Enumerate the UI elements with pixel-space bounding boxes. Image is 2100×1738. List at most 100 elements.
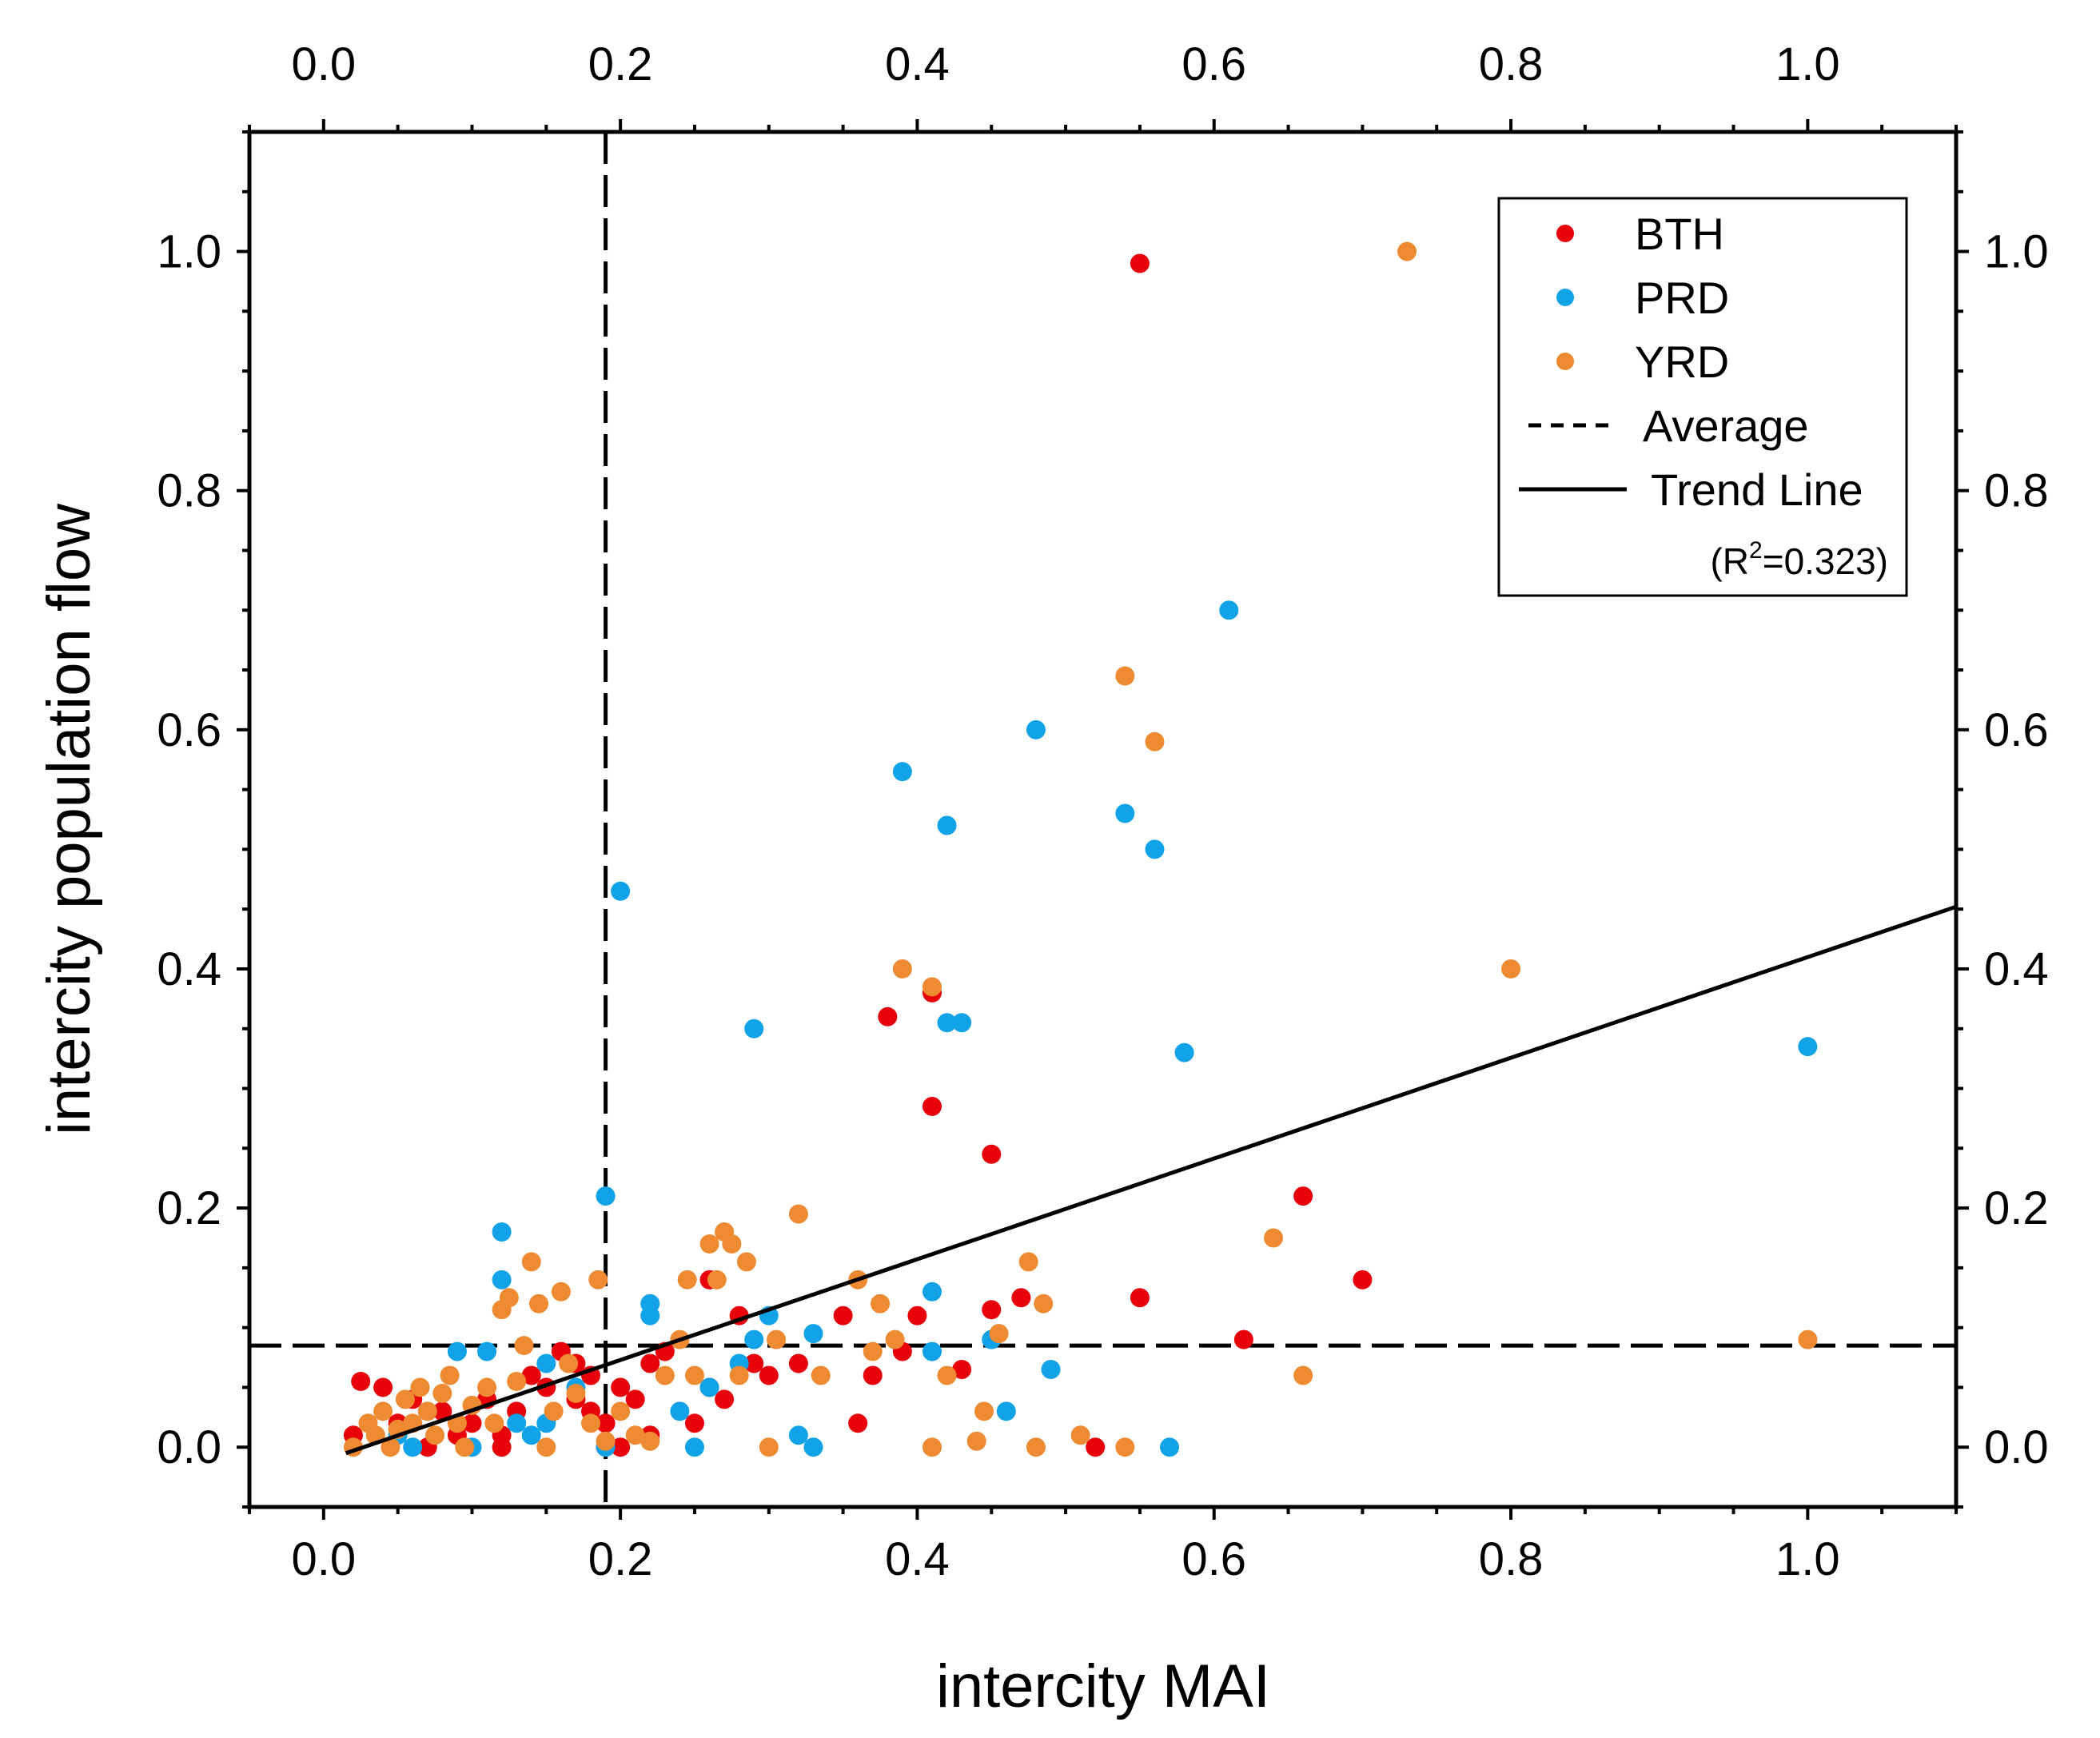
data-point-yrd: [381, 1437, 400, 1457]
data-point-bth: [878, 1007, 898, 1026]
data-point-yrd: [1145, 731, 1165, 751]
data-point-yrd: [1264, 1228, 1283, 1248]
data-point-yrd: [499, 1288, 519, 1308]
y-tick-label-right: 0.0: [1984, 1421, 2049, 1473]
data-point-bth: [625, 1389, 645, 1409]
data-point-yrd: [922, 977, 942, 997]
y-tick-label-left: 0.0: [157, 1421, 221, 1473]
data-point-prd: [1798, 1037, 1818, 1057]
data-point-prd: [521, 1425, 541, 1445]
data-point-yrd: [588, 1270, 608, 1290]
data-point-yrd: [544, 1401, 564, 1421]
data-point-yrd: [974, 1401, 994, 1421]
data-point-yrd: [922, 1437, 942, 1457]
data-point-bth: [596, 1413, 616, 1433]
data-point-bth: [907, 1305, 927, 1325]
data-point-yrd: [432, 1383, 452, 1403]
data-point-yrd: [1293, 1365, 1313, 1385]
data-point-yrd: [1115, 1437, 1135, 1457]
data-point-yrd: [529, 1294, 549, 1313]
data-point-prd: [640, 1305, 660, 1325]
data-point-prd: [1026, 720, 1046, 739]
x-tick-label-bottom: 0.0: [292, 1533, 357, 1585]
data-point-yrd: [937, 1365, 957, 1385]
data-point-prd: [1145, 839, 1165, 859]
data-point-yrd: [551, 1282, 571, 1302]
data-point-prd: [492, 1270, 512, 1290]
y-tick-label-left: 0.4: [157, 943, 221, 995]
data-point-yrd: [736, 1252, 756, 1272]
data-point-bth: [432, 1401, 452, 1421]
data-point-bth: [982, 1144, 1002, 1164]
data-point-prd: [492, 1222, 512, 1242]
legend-marker-bth: [1556, 225, 1574, 242]
data-point-prd: [1160, 1437, 1180, 1457]
data-point-yrd: [521, 1252, 541, 1272]
data-point-prd: [1174, 1042, 1194, 1062]
x-tick-label-top: 1.0: [1775, 38, 1840, 90]
data-point-prd: [892, 762, 912, 782]
data-point-yrd: [1397, 241, 1417, 261]
data-point-prd: [611, 881, 631, 901]
data-point-bth: [982, 1300, 1002, 1320]
data-point-prd: [803, 1324, 823, 1344]
data-point-yrd: [759, 1437, 779, 1457]
data-point-bth: [640, 1353, 660, 1373]
series-yrd: [343, 241, 1818, 1457]
legend-box: [1497, 197, 1908, 597]
r2-prefix: (R: [1710, 540, 1749, 582]
legend-marker-yrd: [1556, 353, 1574, 370]
data-point-bth: [1353, 1270, 1373, 1290]
data-point-yrd: [477, 1377, 497, 1397]
data-point-prd: [507, 1413, 527, 1433]
data-point-yrd: [373, 1401, 393, 1421]
r2-superscript: 2: [1749, 537, 1763, 564]
data-point-yrd: [885, 1329, 905, 1349]
data-point-bth: [715, 1389, 735, 1409]
data-point-yrd: [581, 1413, 600, 1433]
data-point-prd: [922, 1341, 942, 1361]
data-point-bth: [1233, 1329, 1253, 1349]
data-point-yrd: [410, 1377, 430, 1397]
trend-line-layer: [345, 904, 1957, 1456]
data-point-yrd: [1798, 1329, 1818, 1349]
data-point-prd: [1219, 600, 1239, 620]
data-point-yrd: [1115, 666, 1135, 686]
data-point-bth: [1130, 1288, 1150, 1308]
y-tick-label-right: 0.4: [1984, 943, 2049, 995]
data-point-bth: [744, 1353, 764, 1373]
x-tick-label-top: 0.6: [1181, 38, 1246, 90]
data-point-yrd: [684, 1365, 704, 1385]
data-point-yrd: [484, 1413, 504, 1433]
data-point-yrd: [536, 1437, 556, 1457]
x-tick-label-top: 0.4: [885, 38, 950, 90]
data-point-prd: [937, 815, 957, 835]
data-point-yrd: [625, 1425, 645, 1445]
data-point-prd: [937, 1013, 957, 1033]
data-point-yrd: [677, 1270, 697, 1290]
y-tick-label-right: 0.2: [1984, 1182, 2049, 1234]
data-point-yrd: [811, 1365, 831, 1385]
y-tick-label-right: 1.0: [1984, 226, 2049, 278]
data-point-yrd: [729, 1365, 749, 1385]
data-point-prd: [1115, 803, 1135, 823]
plot-frame: [247, 130, 1959, 1509]
data-point-yrd: [611, 1401, 631, 1421]
data-point-bth: [833, 1305, 853, 1325]
data-point-bth: [1130, 253, 1150, 273]
r2-suffix: =0.323): [1763, 540, 1888, 582]
x-tick-label-bottom: 0.6: [1181, 1533, 1246, 1585]
data-point-yrd: [788, 1204, 808, 1224]
data-point-prd: [803, 1437, 823, 1457]
y-tick-label-left: 0.8: [157, 465, 221, 517]
legend-r2-note: (R2=0.323): [1710, 537, 1888, 582]
data-point-bth: [759, 1365, 779, 1385]
data-point-yrd: [395, 1389, 415, 1409]
legend-marker-prd: [1556, 289, 1574, 306]
data-point-prd: [952, 1013, 972, 1033]
x-tick-label-bottom: 0.8: [1479, 1533, 1544, 1585]
data-point-yrd: [989, 1324, 1009, 1344]
data-point-bth: [373, 1377, 393, 1397]
x-tick-label-bottom: 0.2: [588, 1533, 653, 1585]
